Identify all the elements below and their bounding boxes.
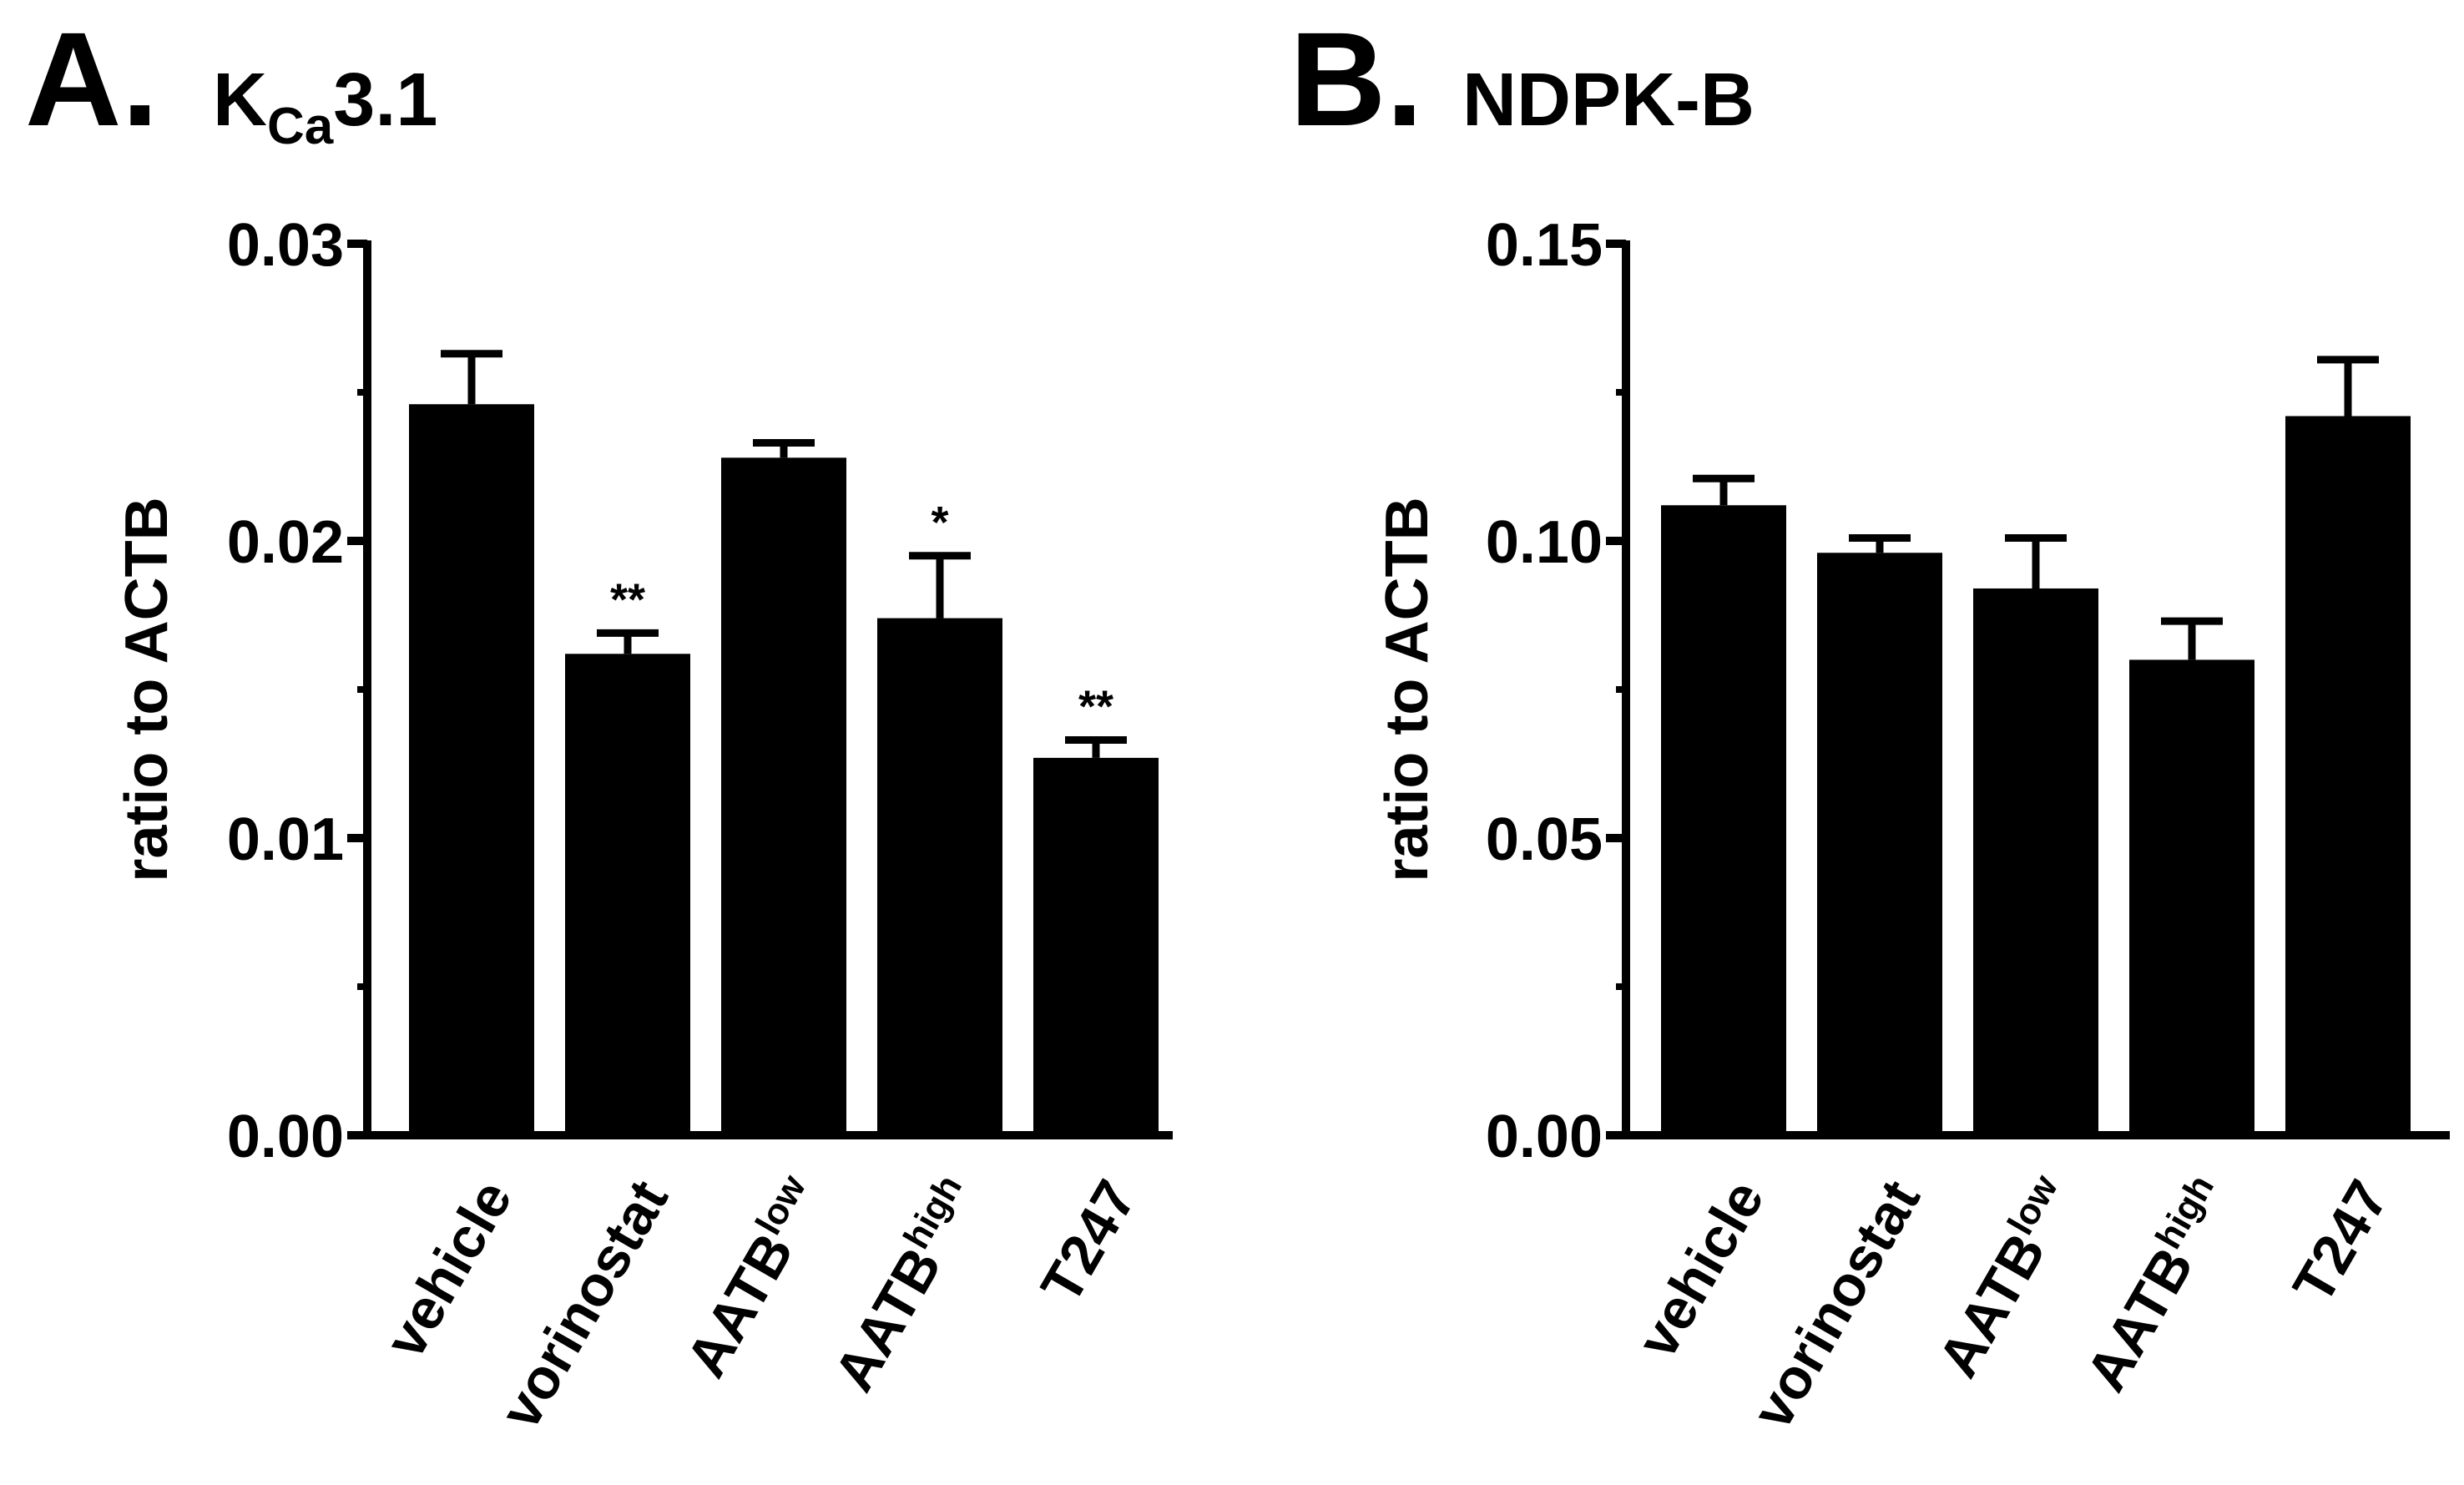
x-category-label-superscript: high xyxy=(2148,1169,2222,1256)
bar xyxy=(565,654,690,1135)
bar xyxy=(1661,505,1786,1135)
x-category-label-base: AATB xyxy=(674,1223,806,1387)
x-category-label-base: vehicle xyxy=(373,1170,524,1369)
panel-title-subscript: Ca xyxy=(267,98,334,155)
x-category-label-base: vehicle xyxy=(1625,1170,1776,1369)
x-category-label: T247 xyxy=(1029,1170,1149,1314)
x-category-label: AATBlow xyxy=(671,1168,836,1387)
x-category-label: AATBlow xyxy=(1923,1168,2088,1387)
y-tick-label: 0.02 xyxy=(227,509,344,576)
x-category-label: AATBhigh xyxy=(2071,1169,2244,1402)
panel-title-main: NDPK-B xyxy=(1462,58,1755,142)
bar xyxy=(1033,757,1159,1135)
y-tick-label: 0.03 xyxy=(227,212,344,279)
y-tick-label: 0.15 xyxy=(1486,212,1603,279)
y-tick-label: 0.00 xyxy=(1486,1104,1603,1170)
y-axis-label: ratio to ACTB xyxy=(1374,497,1441,881)
bar xyxy=(877,618,1002,1135)
panel-letter: A. xyxy=(25,4,159,154)
bar xyxy=(1973,588,2098,1135)
y-axis-label: ratio to ACTB xyxy=(114,497,180,881)
panel-title-rest: 3.1 xyxy=(333,58,437,142)
x-category-label-base: AATB xyxy=(822,1237,954,1402)
panel-title-main: K xyxy=(213,58,267,142)
bar xyxy=(721,457,846,1135)
y-tick-label: 0.05 xyxy=(1486,806,1603,873)
y-tick-label: 0.00 xyxy=(227,1104,344,1170)
bar xyxy=(2129,659,2254,1135)
x-category-label-superscript: high xyxy=(896,1169,970,1256)
x-category-label-base: T247 xyxy=(2281,1170,2401,1314)
significance-marker: ** xyxy=(1078,682,1113,732)
panel-b: B. NDPK-B 0.00 0.05 0.10 0.15 ratio to ACTB veh… xyxy=(1290,4,2450,1439)
panel-a: A. KCa3.1 0.00 0.01 0.02 0.03 ratio to ACTB veh… xyxy=(25,4,1173,1439)
x-category-label-base: T247 xyxy=(1029,1170,1149,1314)
panel-letter: B. xyxy=(1290,4,1423,154)
y-tick-label: 0.01 xyxy=(227,806,344,873)
x-category-label: vehicle xyxy=(373,1170,524,1369)
panel-title: KCa3.1 xyxy=(213,58,437,155)
x-category-label: AATBhigh xyxy=(819,1169,992,1402)
x-category-label: vehicle xyxy=(1625,1170,1776,1369)
significance-marker: * xyxy=(931,498,948,548)
significance-marker: ** xyxy=(610,574,645,624)
panel-title: NDPK-B xyxy=(1462,58,1755,142)
x-category-label-base: AATB xyxy=(1926,1223,2058,1387)
y-tick-label: 0.10 xyxy=(1486,509,1603,576)
bar xyxy=(409,404,534,1135)
x-category-label: T247 xyxy=(2281,1170,2401,1314)
bar xyxy=(1817,553,1942,1135)
bar xyxy=(2285,416,2411,1136)
x-category-label-base: AATB xyxy=(2074,1237,2206,1402)
